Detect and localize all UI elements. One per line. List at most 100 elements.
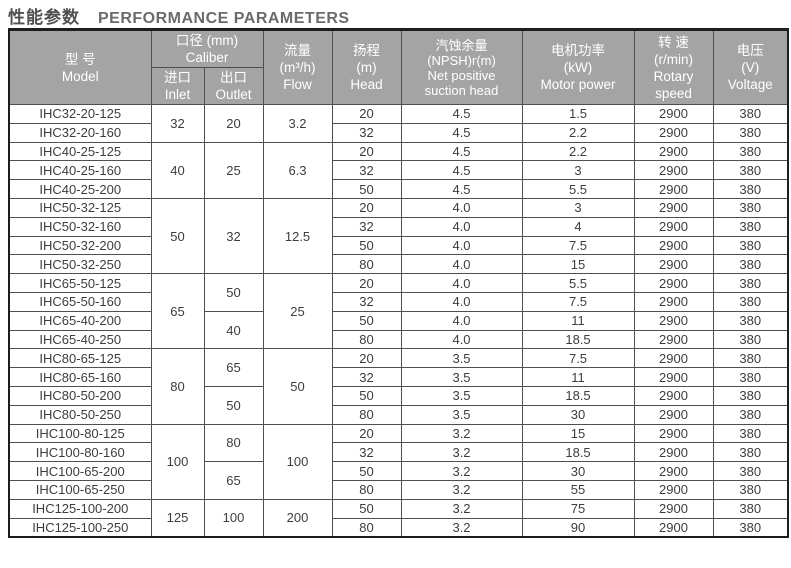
table-row: IHC40-25-160 32 4.5 3 2900 380	[8, 160, 789, 181]
cell-head: 32	[331, 291, 402, 312]
table-body: IHC32-20-125 32 20 3.2 20 4.5 1.5 2900 380 IHC32-…	[8, 104, 789, 538]
cell-outlet: 80	[203, 423, 264, 463]
cell-model: IHC40-25-160	[8, 160, 152, 181]
cell-model: IHC50-32-200	[8, 235, 152, 256]
cell-power: 5.5	[521, 179, 635, 199]
cell-outlet: 65	[203, 461, 264, 500]
header-flow-en: Flow	[283, 77, 312, 92]
cell-npsh: 4.5	[400, 104, 523, 124]
cell-voltage: 380	[712, 498, 789, 519]
cell-head: 80	[331, 404, 402, 425]
cell-speed: 2900	[633, 404, 714, 425]
cell-voltage: 380	[712, 517, 789, 538]
header-voltage-en: Voltage	[727, 77, 773, 92]
cell-flow: 200	[262, 498, 333, 538]
cell-voltage: 380	[712, 329, 789, 350]
cell-flow: 3.2	[262, 104, 333, 143]
cell-inlet: 32	[150, 104, 205, 143]
cell-model: IHC65-40-250	[8, 329, 152, 350]
cell-npsh: 4.0	[400, 254, 523, 275]
header-npsh-en2: suction head	[424, 82, 499, 98]
cell-npsh: 3.5	[400, 348, 523, 369]
cell-model: IHC40-25-200	[8, 179, 152, 199]
cell-head: 50	[331, 461, 402, 481]
cell-npsh: 4.0	[400, 197, 523, 218]
table-row: IHC125-100-250 80 3.2 90 2900 380	[8, 517, 789, 538]
table-row: IHC80-50-200 50 50 3.5 18.5 2900 380	[8, 385, 789, 425]
cell-speed: 2900	[633, 254, 714, 275]
cell-head: 32	[331, 367, 402, 387]
cell-head: 20	[331, 348, 402, 369]
cell-voltage: 380	[712, 122, 789, 143]
cell-power: 11	[521, 367, 635, 387]
cell-speed: 2900	[633, 442, 714, 463]
cell-head: 32	[331, 160, 402, 181]
cell-npsh: 3.2	[400, 479, 523, 500]
cell-speed: 2900	[633, 461, 714, 481]
cell-outlet: 100	[203, 498, 264, 538]
cell-model: IHC100-65-200	[8, 461, 152, 481]
cell-inlet: 50	[150, 197, 205, 275]
cell-flow: 100	[262, 423, 333, 500]
cell-npsh: 4.5	[400, 122, 523, 143]
cell-speed: 2900	[633, 329, 714, 350]
table-row: IHC100-65-250 80 3.2 55 2900 380	[8, 479, 789, 500]
cell-model: IHC80-65-160	[8, 367, 152, 387]
header-voltage: 电压 (V) Voltage	[712, 29, 789, 105]
cell-inlet: 40	[150, 141, 205, 199]
header-inlet: 进口 Inlet	[150, 67, 205, 105]
header-voltage-unit: (V)	[741, 60, 760, 75]
cell-npsh: 3.5	[400, 385, 523, 406]
cell-model: IHC65-50-160	[8, 291, 152, 312]
table-row: IHC50-32-160 32 4.0 4 2900 380	[8, 216, 789, 237]
table-row: IHC50-32-125 50 32 12.5 20 4.0 3 2900 380	[8, 197, 789, 275]
table-row: IHC100-65-200 65 50 3.2 30 2900 380	[8, 461, 789, 500]
cell-head: 80	[331, 479, 402, 500]
header-motor-power-unit: (kW)	[563, 60, 593, 75]
cell-model: IHC100-65-250	[8, 479, 152, 500]
table-row: IHC80-65-160 32 3.5 11 2900 380	[8, 367, 789, 387]
cell-power: 3	[521, 160, 635, 181]
cell-head: 50	[331, 179, 402, 199]
cell-outlet: 65	[203, 348, 264, 387]
cell-speed: 2900	[633, 517, 714, 538]
cell-model: IHC40-25-125	[8, 141, 152, 162]
cell-speed: 2900	[633, 197, 714, 218]
cell-voltage: 380	[712, 179, 789, 199]
cell-voltage: 380	[712, 404, 789, 425]
table-row: IHC32-20-125 32 20 3.2 20 4.5 1.5 2900 380	[8, 104, 789, 143]
performance-parameters-table: 型 号 Model 口径 (mm) Caliber 流量 (m³/h) Flow…	[8, 28, 790, 538]
cell-power: 7.5	[521, 235, 635, 256]
cell-outlet: 50	[203, 273, 264, 312]
header-npsh-unit: (NPSH)r(m)	[427, 52, 496, 68]
table-row: IHC40-25-200 50 4.5 5.5 2900 380	[8, 179, 789, 199]
cell-speed: 2900	[633, 423, 714, 444]
cell-speed: 2900	[633, 160, 714, 181]
cell-head: 20	[331, 104, 402, 124]
cell-speed: 2900	[633, 122, 714, 143]
cell-voltage: 380	[712, 160, 789, 181]
table-row: IHC32-20-160 32 4.5 2.2 2900 380	[8, 122, 789, 143]
cell-voltage: 380	[712, 273, 789, 293]
cell-npsh: 4.5	[400, 160, 523, 181]
cell-flow: 6.3	[262, 141, 333, 199]
header-motor-power: 电机功率 (kW) Motor power	[521, 29, 635, 105]
cell-speed: 2900	[633, 385, 714, 406]
cell-npsh: 4.0	[400, 329, 523, 350]
cell-inlet: 100	[150, 423, 205, 500]
header-motor-power-zh: 电机功率	[551, 43, 606, 58]
header-npsh-en1: Net positive	[427, 67, 496, 83]
cell-voltage: 380	[712, 141, 789, 162]
table-row: IHC100-80-160 32 3.2 18.5 2900 380	[8, 442, 789, 463]
header-inlet-en: Inlet	[164, 87, 191, 102]
cell-head: 50	[331, 498, 402, 519]
header-rotary-speed-en: Rotary speed	[653, 68, 694, 101]
header-motor-power-en: Motor power	[540, 77, 616, 92]
cell-head: 32	[331, 442, 402, 463]
table-row: IHC125-100-200 125 100 200 50 3.2 75 2900 380	[8, 498, 789, 538]
cell-speed: 2900	[633, 348, 714, 369]
cell-power: 3	[521, 197, 635, 218]
header-caliber-zh: 口径 (mm)	[175, 33, 239, 48]
cell-speed: 2900	[633, 141, 714, 162]
cell-voltage: 380	[712, 291, 789, 312]
